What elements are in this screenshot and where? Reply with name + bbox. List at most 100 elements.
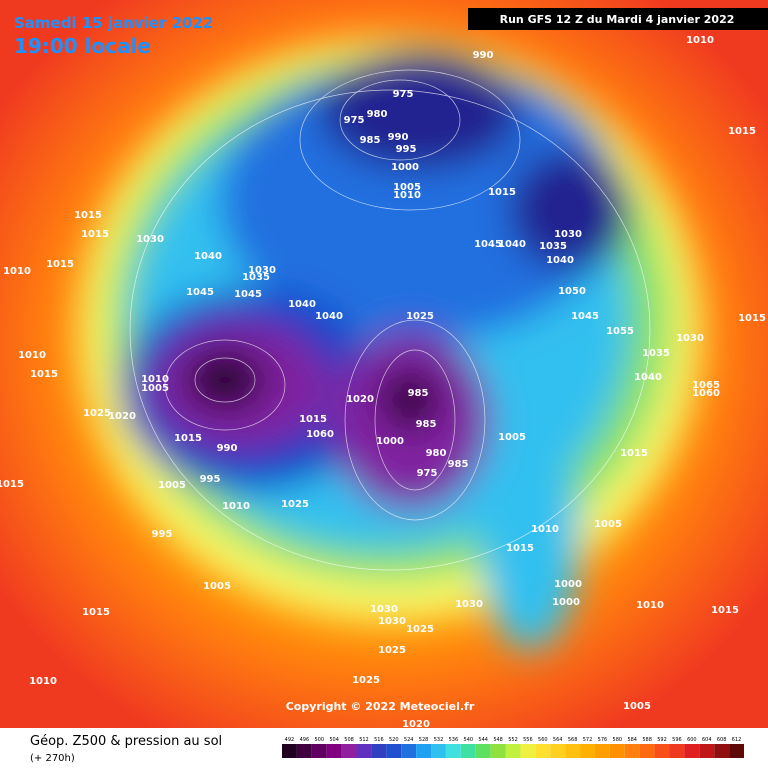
colorbar-swatch <box>535 744 551 758</box>
colorbar-swatch <box>729 744 744 758</box>
pressure-label: 1030 <box>370 604 398 615</box>
colorbar: 492 496 500 504 508 512 516 520 524 528 532 536 540 5… <box>282 737 744 758</box>
pressure-label: 1045 <box>571 311 599 322</box>
colorbar-tick-label: 536 <box>449 737 459 743</box>
pressure-label: 985 <box>416 419 437 430</box>
colorbar-swatch <box>296 744 312 758</box>
pressure-label: 1020 <box>346 394 374 405</box>
colorbar-tick-label: 580 <box>613 737 623 743</box>
colorbar-swatch <box>341 744 357 758</box>
colorbar-swatch <box>431 744 446 758</box>
pressure-label: 1020 <box>108 411 136 422</box>
colorbar-tick-label: 576 <box>598 737 608 743</box>
pressure-label: 1000 <box>376 436 404 447</box>
pressure-label: 980 <box>426 448 447 459</box>
colorbar-swatch <box>550 744 566 758</box>
pressure-label: 1030 <box>136 234 164 245</box>
pressure-label: 1015 <box>0 479 24 490</box>
colorbar-tick-label: 512 <box>359 737 369 743</box>
pressure-label: 1030 <box>455 599 483 610</box>
pressure-label: 985 <box>360 135 381 146</box>
pressure-label: 1020 <box>402 719 430 730</box>
pressure-label: 1040 <box>288 299 316 310</box>
pressure-label: 1050 <box>558 286 586 297</box>
colorbar-tick-label: 544 <box>478 737 488 743</box>
pressure-label: 990 <box>473 50 494 61</box>
pressure-label: 1010 <box>18 350 46 361</box>
pressure-label: 1010 <box>29 676 57 687</box>
pressure-label: 1030 <box>676 333 704 344</box>
pressure-label: 1025 <box>352 675 380 686</box>
pressure-label: 995 <box>152 529 173 540</box>
colorbar-tick-label: 568 <box>568 737 578 743</box>
pressure-label: 980 <box>367 109 388 120</box>
pressure-label: 1035 <box>642 348 670 359</box>
pressure-label: 1040 <box>315 311 343 322</box>
pressure-label: 1060 <box>692 388 720 399</box>
pressure-label: 995 <box>396 144 417 155</box>
colorbar-tick-label: 540 <box>464 737 474 743</box>
colorbar-swatch <box>386 744 402 758</box>
forecast-date: Samedi 15 janvier 2022 <box>14 14 213 32</box>
pressure-label: 1025 <box>406 624 434 635</box>
z500-field <box>80 40 700 650</box>
pressure-label: 1045 <box>234 289 262 300</box>
colorbar-tick-label: 532 <box>434 737 444 743</box>
pressure-label: 1030 <box>378 616 406 627</box>
pressure-label: 985 <box>448 459 469 470</box>
colorbar-tick-label: 548 <box>493 737 503 743</box>
pressure-label: 1005 <box>594 519 622 530</box>
colorbar-swatch <box>460 744 476 758</box>
colorbar-tick-label: 584 <box>627 737 637 743</box>
pressure-label: 975 <box>417 468 438 479</box>
colorbar-swatch <box>654 744 670 758</box>
colorbar-swatch <box>401 744 417 758</box>
pressure-label: 1040 <box>194 251 222 262</box>
pressure-label: 1010 <box>141 374 169 385</box>
colorbar-tick-label: 508 <box>344 737 354 743</box>
colorbar-tick-label: 608 <box>717 737 727 743</box>
colorbar-tick-label: 528 <box>419 737 429 743</box>
colorbar-tick-label: 600 <box>687 737 697 743</box>
colorbar-swatch <box>326 744 342 758</box>
pressure-label: 1005 <box>623 701 651 712</box>
colorbar-swatch <box>699 744 715 758</box>
colorbar-tick-label: 504 <box>329 737 339 743</box>
run-info: Run GFS 12 Z du Mardi 4 janvier 2022 <box>500 13 735 26</box>
colorbar-tick-label: 564 <box>553 737 563 743</box>
pressure-label: 1025 <box>281 499 309 510</box>
colorbar-swatch <box>624 744 640 758</box>
colorbar-swatch <box>609 744 625 758</box>
colorbar-swatch <box>594 744 610 758</box>
pressure-label: 1015 <box>299 414 327 425</box>
pressure-label: 1015 <box>46 259 74 270</box>
colorbar-tick-label: 500 <box>314 737 324 743</box>
pressure-label: 1005 <box>141 383 169 394</box>
pressure-label: 1010 <box>531 524 559 535</box>
pressure-label: 1015 <box>81 229 109 240</box>
pressure-label: 1000 <box>554 579 582 590</box>
colorbar-tick-label: 524 <box>404 737 414 743</box>
pressure-label: 995 <box>200 474 221 485</box>
pressure-label: 1030 <box>554 229 582 240</box>
pressure-label: 1025 <box>378 645 406 656</box>
pressure-label: 985 <box>408 388 429 399</box>
pressure-label: 990 <box>388 132 409 143</box>
colorbar-swatch <box>714 744 730 758</box>
pressure-label: 1065 <box>692 380 720 391</box>
pressure-label: 1015 <box>620 448 648 459</box>
pressure-label: 1010 <box>686 35 714 46</box>
pressure-label: 1005 <box>393 182 421 193</box>
pressure-label: 1040 <box>634 372 662 383</box>
colorbar-tick-label: 596 <box>672 737 682 743</box>
forecast-time: 19:00 locale <box>14 34 151 58</box>
isobars <box>129 69 651 571</box>
pressure-label: 1015 <box>30 369 58 380</box>
colorbar-swatch <box>490 744 506 758</box>
pressure-label: 1060 <box>306 429 334 440</box>
pressure-label: 975 <box>393 89 414 100</box>
pressure-label: 1005 <box>498 432 526 443</box>
pressure-label: 1025 <box>406 311 434 322</box>
